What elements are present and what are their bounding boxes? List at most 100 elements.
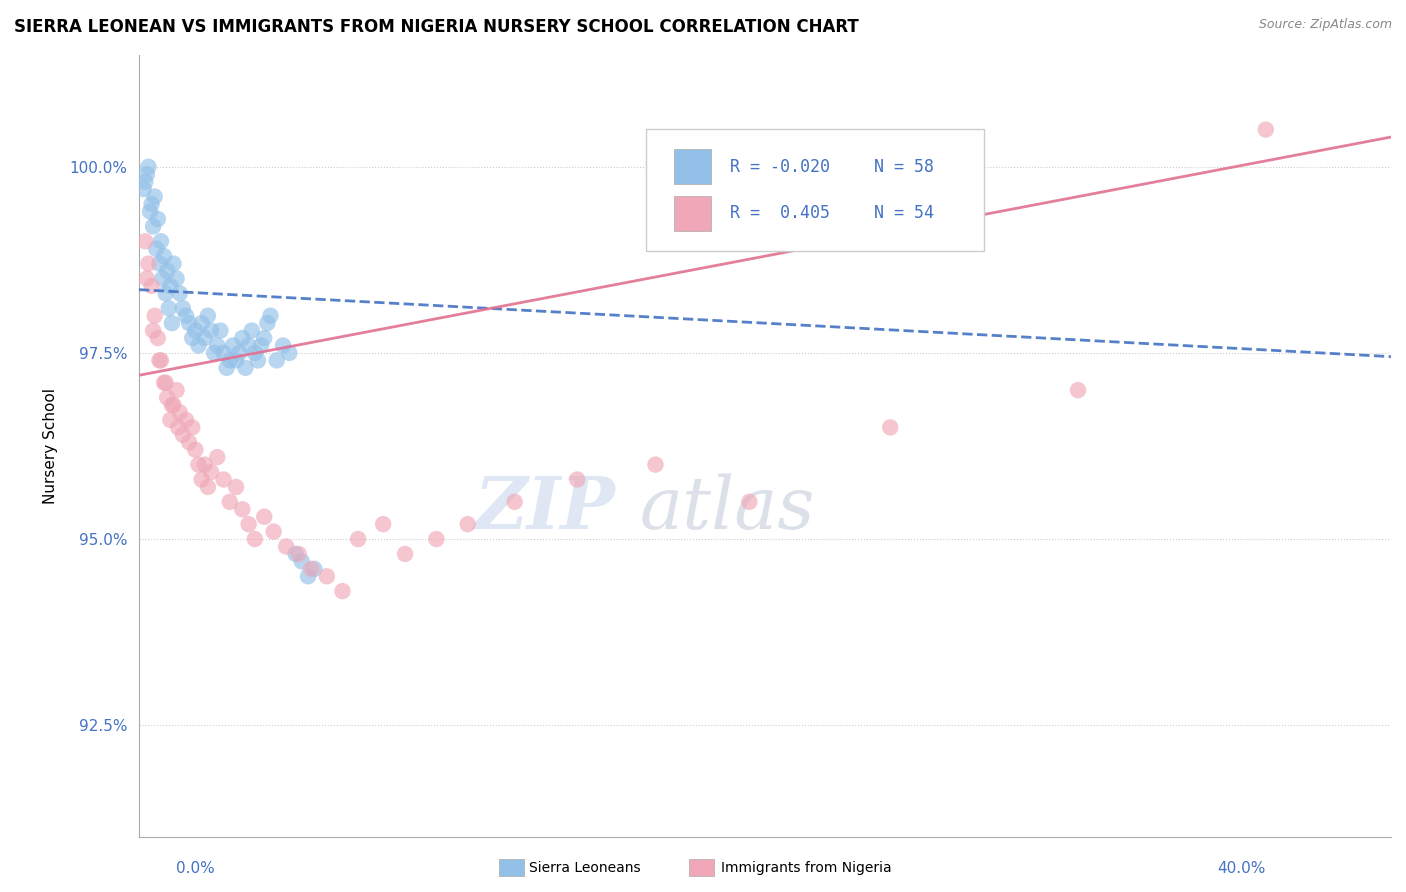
Point <box>228 346 250 360</box>
FancyBboxPatch shape <box>647 129 984 251</box>
Text: Immigrants from Nigeria: Immigrants from Nigeria <box>721 861 891 875</box>
FancyBboxPatch shape <box>673 195 711 231</box>
Point <box>373 517 395 532</box>
Point <box>139 204 162 219</box>
Text: R = -0.020: R = -0.020 <box>730 158 830 176</box>
Point <box>263 524 285 539</box>
Point <box>238 517 260 532</box>
Point <box>240 324 263 338</box>
Text: 40.0%: 40.0% <box>1218 861 1265 876</box>
Point <box>644 458 666 472</box>
Point <box>250 338 273 352</box>
Point <box>166 271 188 285</box>
Point <box>148 257 170 271</box>
Point <box>153 249 176 263</box>
Point <box>157 301 180 316</box>
Point <box>197 309 219 323</box>
Point <box>134 234 156 248</box>
Point <box>200 324 222 338</box>
Point <box>135 271 157 285</box>
Point <box>135 167 157 181</box>
Point <box>174 309 197 323</box>
Point <box>1067 383 1090 397</box>
Point <box>169 286 191 301</box>
Point <box>287 547 309 561</box>
Point <box>153 376 176 390</box>
Point <box>738 495 761 509</box>
Point <box>879 420 901 434</box>
Point <box>235 360 257 375</box>
Point <box>218 495 240 509</box>
Point <box>146 211 169 226</box>
Text: Sierra Leoneans: Sierra Leoneans <box>529 861 640 875</box>
Point <box>155 376 177 390</box>
Point <box>332 584 354 599</box>
Point <box>299 562 322 576</box>
Point <box>394 547 416 561</box>
Text: 0.0%: 0.0% <box>176 861 215 876</box>
Point <box>152 271 174 285</box>
Point <box>256 316 278 330</box>
Point <box>141 197 163 211</box>
Point <box>259 309 281 323</box>
Point <box>238 338 260 352</box>
Point <box>243 532 266 546</box>
Point <box>181 420 204 434</box>
Point <box>222 338 245 352</box>
Point <box>207 338 229 352</box>
Point <box>246 353 269 368</box>
Point <box>184 324 207 338</box>
Point <box>156 391 179 405</box>
Point <box>167 420 190 434</box>
Point <box>138 160 160 174</box>
Point <box>503 495 526 509</box>
Point <box>143 189 166 203</box>
Point <box>200 465 222 479</box>
Point <box>202 346 225 360</box>
Point <box>172 301 194 316</box>
Point <box>181 331 204 345</box>
Point <box>212 346 235 360</box>
Point <box>142 219 165 234</box>
Point <box>138 257 160 271</box>
Point <box>172 427 194 442</box>
Point <box>145 242 167 256</box>
Point <box>159 279 181 293</box>
Point <box>225 353 247 368</box>
Point <box>291 554 314 568</box>
Point <box>218 353 240 368</box>
Point <box>132 182 155 196</box>
Point <box>169 405 191 419</box>
Point <box>225 480 247 494</box>
Text: N = 58: N = 58 <box>875 158 934 176</box>
Point <box>1254 122 1277 136</box>
Point <box>207 450 229 465</box>
Point <box>187 338 209 352</box>
Point <box>347 532 370 546</box>
Point <box>231 502 253 516</box>
Point <box>141 279 163 293</box>
Point <box>197 480 219 494</box>
Point <box>276 540 298 554</box>
Point <box>159 413 181 427</box>
Point <box>143 309 166 323</box>
Point <box>160 398 183 412</box>
Point <box>315 569 337 583</box>
Point <box>162 398 184 412</box>
Point <box>284 547 307 561</box>
Point <box>187 458 209 472</box>
Point <box>212 473 235 487</box>
Text: atlas: atlas <box>640 474 815 544</box>
Point <box>567 473 589 487</box>
Point <box>156 264 179 278</box>
Point <box>134 175 156 189</box>
Point <box>266 353 288 368</box>
Point <box>142 324 165 338</box>
Point <box>174 413 197 427</box>
Point <box>148 353 170 368</box>
Y-axis label: Nursery School: Nursery School <box>44 388 58 504</box>
Point <box>209 324 232 338</box>
Point <box>425 532 447 546</box>
Point <box>184 442 207 457</box>
Text: Source: ZipAtlas.com: Source: ZipAtlas.com <box>1258 18 1392 31</box>
